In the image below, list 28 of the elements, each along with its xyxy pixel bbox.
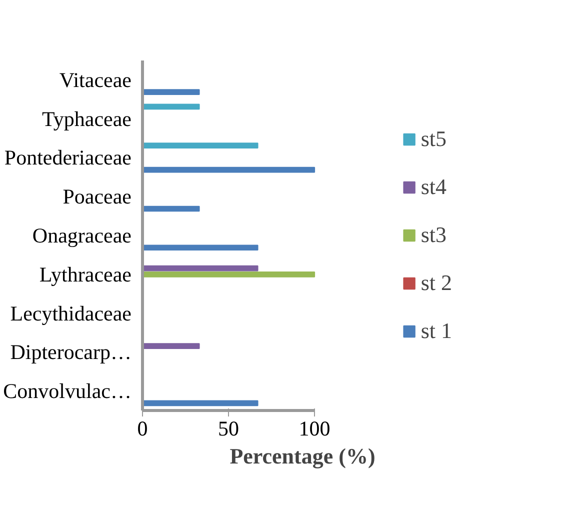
bar: [142, 244, 258, 251]
bar: [142, 271, 316, 278]
legend-label: st4: [420, 174, 446, 200]
y-tick-label: Poaceae: [62, 184, 132, 209]
y-tick-label: Dipterocarp…: [10, 340, 132, 364]
y-tick-label: Lythraceae: [39, 262, 132, 286]
bar: [142, 104, 200, 110]
y-tick-label: Vitaceae: [59, 68, 132, 92]
x-tick-label: 100: [298, 416, 330, 440]
bar: [142, 265, 258, 272]
x-axis-title: Percentage (%): [230, 444, 376, 468]
legend-label: st 1: [420, 318, 452, 344]
bar: [142, 166, 316, 173]
x-tick-label: 50: [218, 416, 240, 440]
x-tick-label: 0: [137, 416, 148, 440]
bar: [142, 89, 200, 96]
y-tick-label: Onagraceae: [32, 224, 132, 248]
bar: [142, 206, 200, 212]
bar: [142, 400, 258, 406]
legend-label: st 2: [420, 270, 452, 296]
y-tick-label: Pontederiaceae: [4, 146, 132, 170]
bar: [142, 343, 200, 350]
y-tick-label: Typhaceae: [42, 106, 132, 131]
legend-label: st3: [420, 222, 446, 248]
legend-label: st5: [420, 126, 446, 152]
y-tick-label: Lecythidaceae: [10, 301, 132, 326]
bar: [142, 142, 258, 149]
y-tick-label: Convolvulac…: [3, 379, 132, 404]
